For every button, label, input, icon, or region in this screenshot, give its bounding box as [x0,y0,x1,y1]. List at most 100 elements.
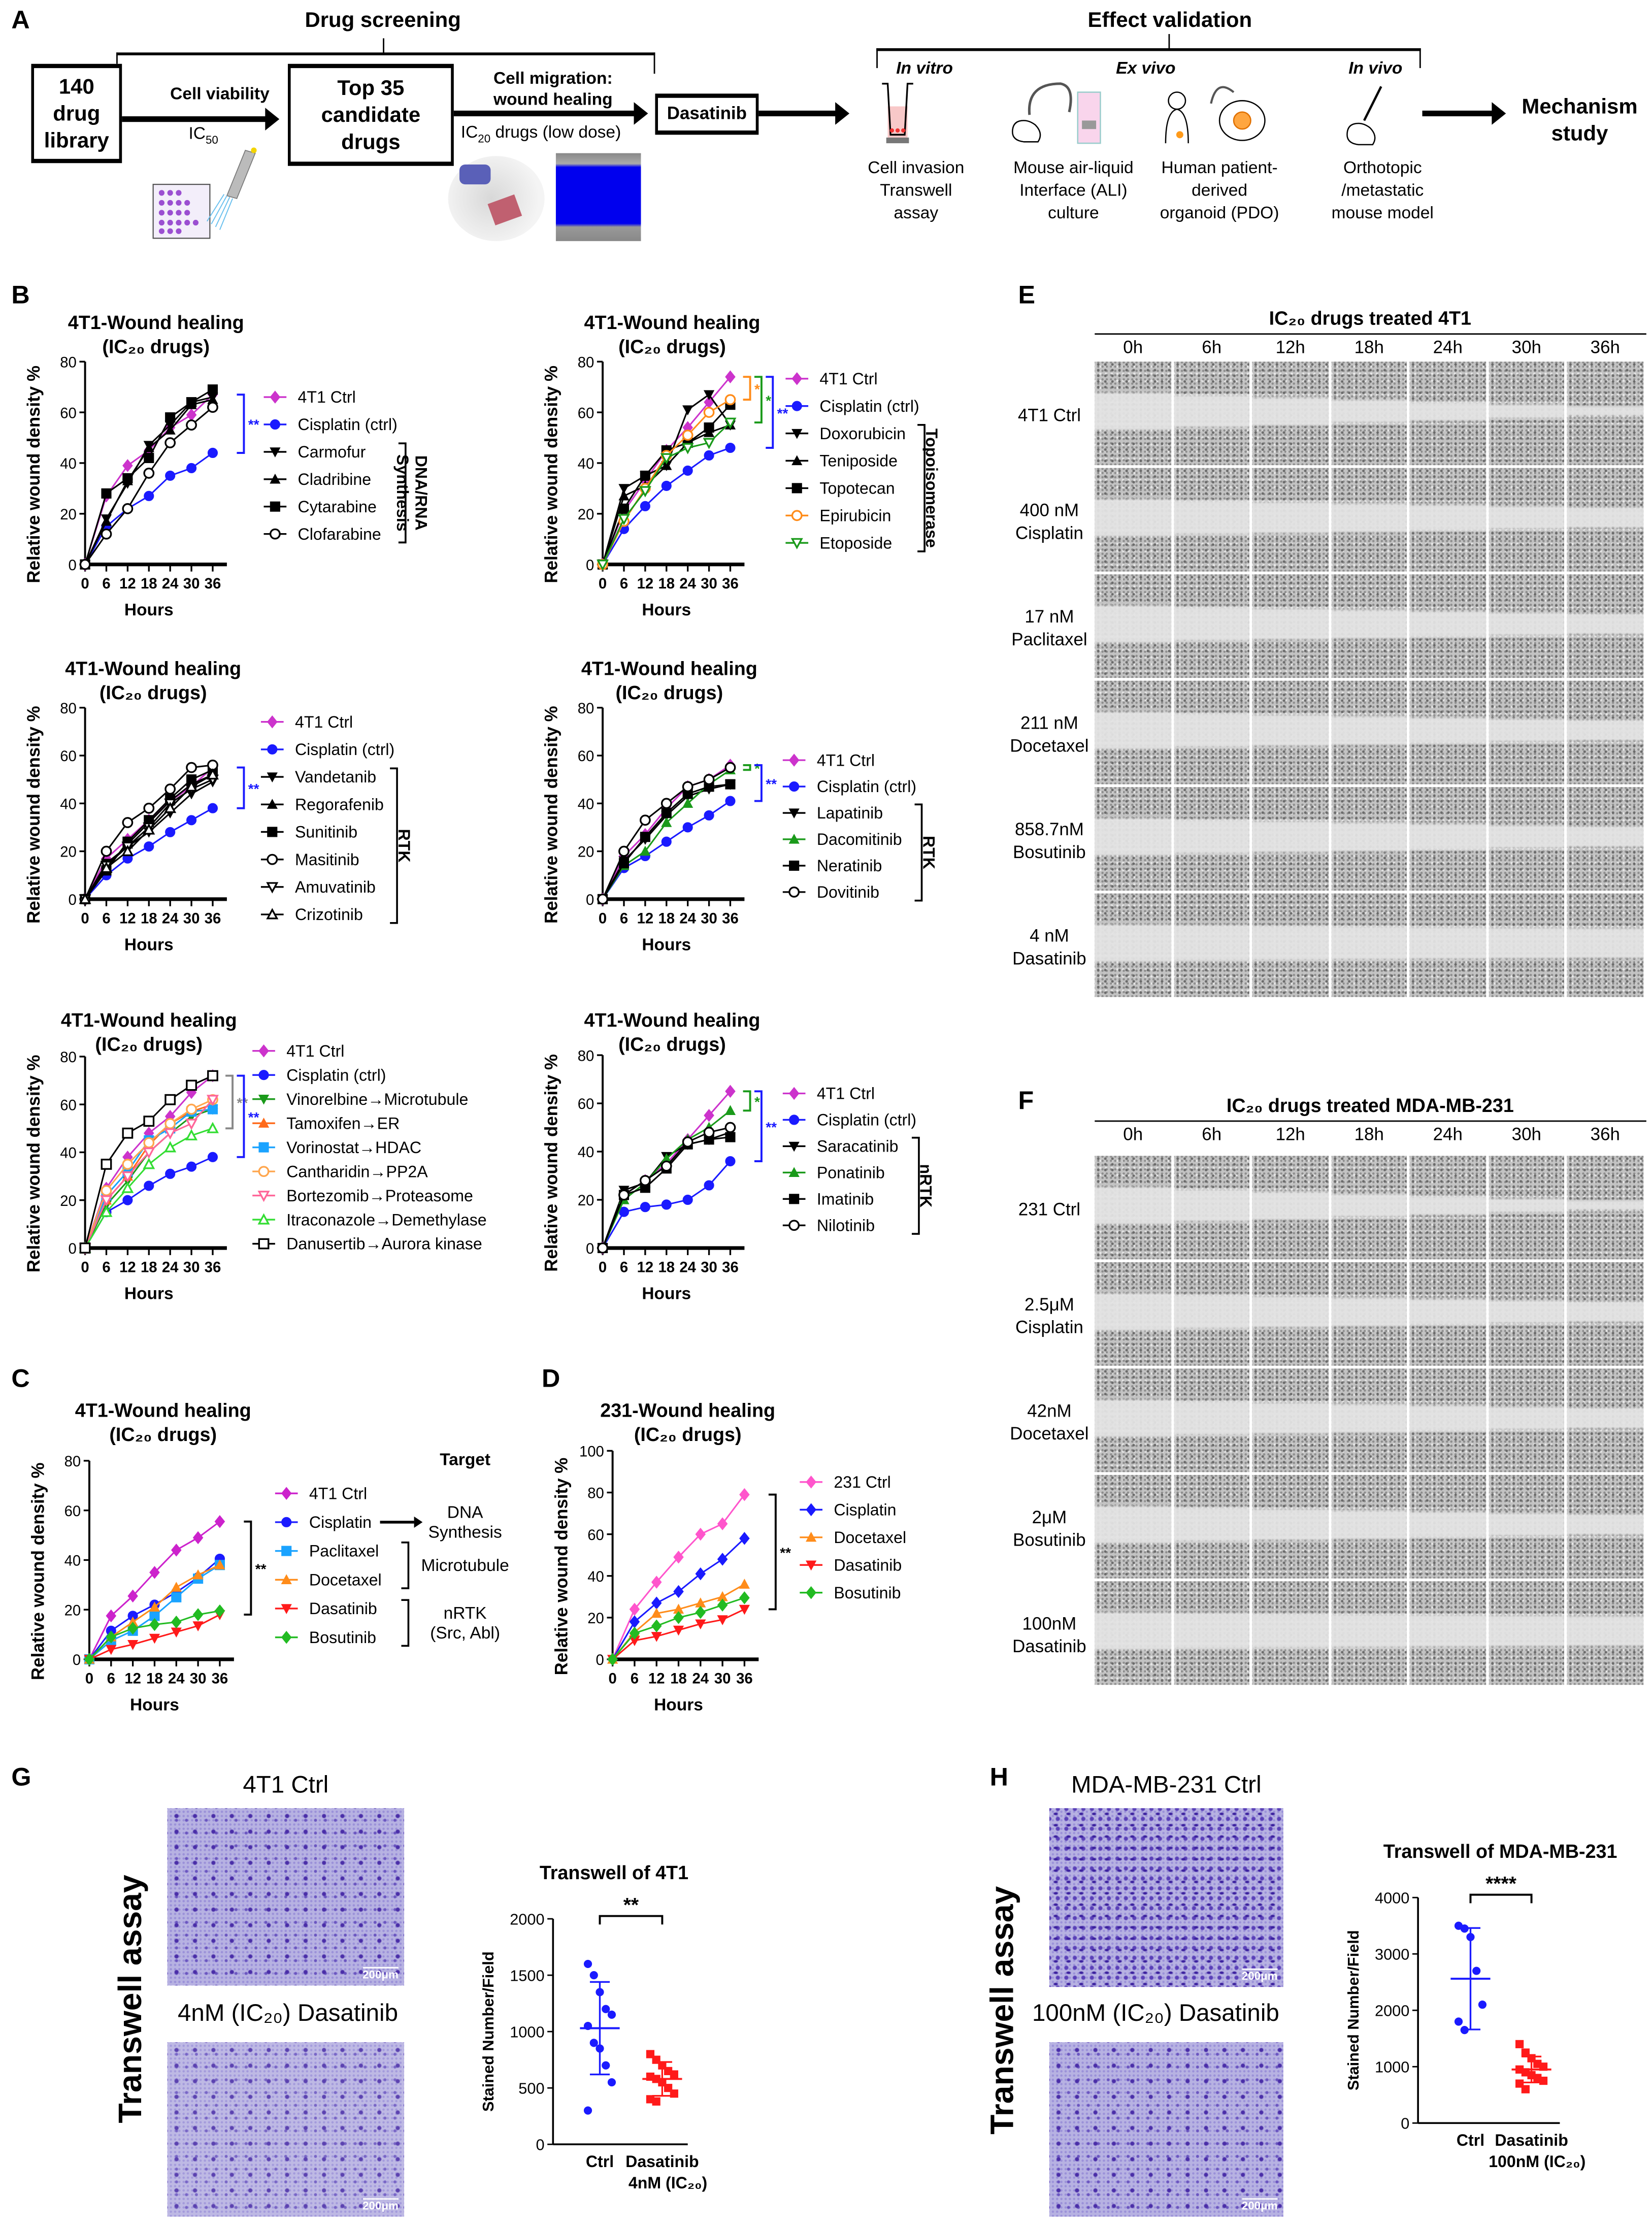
y-tick-label: 20 [578,844,594,861]
marker-triangle [206,768,219,780]
chart-subtitle: (IC₂₀ drugs) [109,1424,217,1445]
group-label-line: Synthesis [393,454,412,532]
bracket [237,394,245,454]
scale-bar: 200μm [1241,1968,1278,1983]
wound-image [1252,893,1328,997]
legend-label: Clofarabine [298,525,381,543]
legend-item: Etoposide [785,534,892,552]
legend-item: Vandetanib [260,768,376,786]
x-tick-label: 36 [212,1670,228,1687]
wound-image [1409,468,1485,572]
y-tick-label: 20 [587,1610,604,1627]
legend-label: Tamoxifen→ER [286,1114,400,1132]
cell-viability-label: Cell viability [170,83,270,104]
y-tick-label: 40 [578,796,594,812]
marker-circle [207,447,218,458]
wound-image [1252,1581,1328,1685]
wound-image [1252,680,1328,784]
marker-triangle-down [790,538,803,549]
marker-triangle-down [149,1633,160,1644]
wound-image [1331,468,1407,572]
marker-circle [639,1175,651,1186]
marker-diamond [171,1544,182,1557]
marker-triangle-down [703,390,715,401]
panel-label-c: C [11,1364,30,1393]
marker-diamond [791,372,803,385]
group-bracket [917,424,926,552]
group-bracket [401,1541,410,1589]
x-tick-label: 24 [162,575,179,592]
wound-image [1567,1262,1643,1366]
y-tick-label: 1500 [510,1967,544,1984]
legend-item: Sunitinib [260,823,357,841]
marker-circle [143,468,155,479]
marker-circle [164,783,176,795]
group-bracket [914,803,923,902]
box-line: 140 [58,74,94,99]
wound-image [1567,1156,1643,1260]
marker-square [646,2050,655,2058]
marker-triangle [185,1129,198,1140]
y-axis-label: Relative wound density % [551,1458,571,1676]
device-part [459,165,491,185]
marker-triangle [185,780,198,792]
group-label-line: RTK [919,836,938,869]
marker-circle [144,841,154,852]
y-tick-label: 20 [578,506,594,523]
marker-circle [725,442,736,453]
marker-square [1539,2076,1548,2085]
marker-circle [791,510,803,521]
x-tick-label: 36 [722,575,739,592]
image-label-ctrl: 4T1 Ctrl [243,1771,329,1798]
marker-triangle-down [106,1645,117,1655]
legend-label: Etoposide [819,534,892,552]
chart-title: 4T1-Wound healing [584,312,761,333]
x-tick-label: 0 [85,1670,93,1687]
legend-label: Cisplatin (ctrl) [817,1111,916,1129]
legend-item: 4T1 Ctrl [260,713,353,731]
wound-image [1252,362,1328,466]
chart-subtitle: (IC₂₀ drugs) [618,1034,726,1055]
significance-bracket: ** [244,1520,267,1616]
legend-label: 4T1 Ctrl [286,1042,344,1060]
arrow-right-icon [122,108,280,130]
row-label-line: 2.5μM [1025,1294,1074,1314]
legend-label: Bosutinib [309,1628,376,1647]
marker-diamond [171,1615,182,1629]
legend-item: 4T1 Ctrl [782,751,875,769]
marker-circle [143,1137,155,1149]
marker-circle [640,501,650,511]
candidate-drugs-box: Top 35 candidate drugs [288,63,454,166]
marker-triangle [79,893,91,904]
legend-item: Neratinib [782,857,882,875]
marker-circle [607,2010,616,2019]
legend-label: Imatinib [817,1190,874,1208]
series-clofarabine [79,402,218,570]
marker-diamond [739,1532,750,1545]
marker-circle [164,1118,176,1129]
marker-square [618,503,630,514]
arrow-right-icon [758,102,850,125]
marker-circle [682,465,693,476]
marker-diamond [788,1087,800,1100]
marker-circle [682,822,693,833]
drug-screening-title: Drug screening [305,8,461,33]
treatment-row-label: 100nM Dasatinib [993,1612,1106,1657]
time-column-header: 30h [1511,337,1541,357]
time-column-header: 18h [1354,1124,1384,1145]
ic-text: IC [460,122,478,142]
legend-group: nRTK(Src, Abl) [401,1599,500,1647]
marker-square [652,2097,660,2106]
x-tick-label: 30 [183,575,200,592]
marker-square [165,412,176,423]
marker-circle [207,402,218,413]
marker-circle [122,503,134,514]
marker-triangle-down [206,1095,219,1106]
marker-circle [602,2061,610,2070]
series-etoposide [597,417,737,571]
legend-item: Cisplatin (ctrl) [263,415,398,434]
